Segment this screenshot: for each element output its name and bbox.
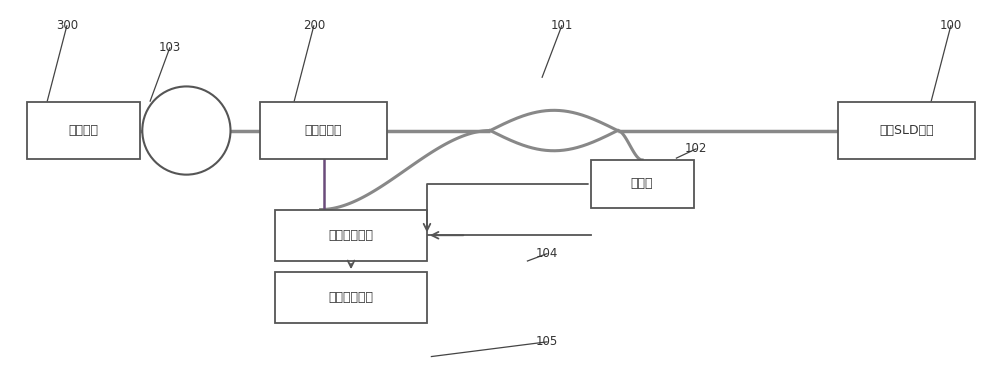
Text: 104: 104 [536, 247, 558, 260]
Text: 信号处理电路: 信号处理电路 [329, 229, 374, 242]
Text: 误差计算单元: 误差计算单元 [329, 291, 374, 304]
FancyBboxPatch shape [275, 272, 427, 324]
Text: 100: 100 [940, 19, 962, 32]
Text: 起偏器组件: 起偏器组件 [305, 124, 342, 137]
Text: 101: 101 [551, 19, 573, 32]
Text: 300: 300 [56, 19, 78, 32]
Ellipse shape [142, 87, 230, 175]
Text: 待测SLD光源: 待测SLD光源 [879, 124, 934, 137]
FancyBboxPatch shape [260, 102, 387, 159]
Text: 103: 103 [159, 41, 181, 54]
Text: 探测器: 探测器 [631, 177, 653, 190]
FancyBboxPatch shape [27, 102, 140, 159]
Text: 敏感元件: 敏感元件 [68, 124, 98, 137]
FancyBboxPatch shape [275, 210, 427, 261]
Text: 200: 200 [303, 19, 325, 32]
FancyBboxPatch shape [838, 102, 975, 159]
Text: 105: 105 [536, 335, 558, 348]
Text: 102: 102 [685, 142, 707, 155]
FancyBboxPatch shape [591, 160, 694, 208]
